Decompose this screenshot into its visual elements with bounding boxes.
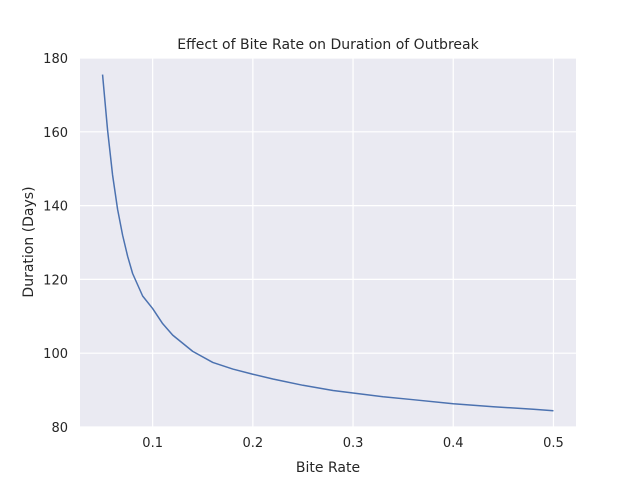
x-tick-label: 0.2 (243, 436, 264, 451)
series-line (101, 74, 554, 412)
y-tick-label: 100 (43, 347, 68, 362)
x-tick-label: 0.3 (343, 436, 364, 451)
y-tick-label: 80 (51, 421, 68, 436)
tick-labels: 0.1 0.2 0.3 0.4 0.5 80 100 120 140 160 180 (43, 52, 564, 451)
x-tick-label: 0.1 (142, 436, 163, 451)
x-tick-label: 0.4 (443, 436, 464, 451)
x-axis-label: Bite Rate (296, 460, 360, 476)
y-tick-label: 160 (43, 126, 68, 141)
y-tick-label: 120 (43, 273, 68, 288)
grid (80, 57, 576, 428)
y-tick-label: 180 (43, 52, 68, 67)
plot-area (80, 58, 576, 427)
y-tick-label: 140 (43, 200, 68, 215)
x-tick-label: 0.5 (543, 436, 564, 451)
chart-title: Effect of Bite Rate on Duration of Outbr… (177, 37, 479, 53)
y-axis-label: Duration (Days) (21, 186, 37, 297)
